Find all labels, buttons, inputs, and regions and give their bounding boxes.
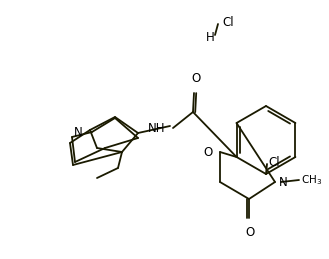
Text: N: N — [74, 126, 83, 139]
Text: O: O — [204, 146, 213, 159]
Text: H: H — [206, 31, 215, 44]
Text: CH$_3$: CH$_3$ — [301, 173, 322, 187]
Text: Cl: Cl — [222, 16, 234, 28]
Text: O: O — [191, 72, 201, 85]
Text: NH: NH — [147, 121, 165, 134]
Text: Cl: Cl — [268, 155, 280, 169]
Text: N: N — [279, 176, 288, 189]
Text: O: O — [245, 226, 255, 239]
